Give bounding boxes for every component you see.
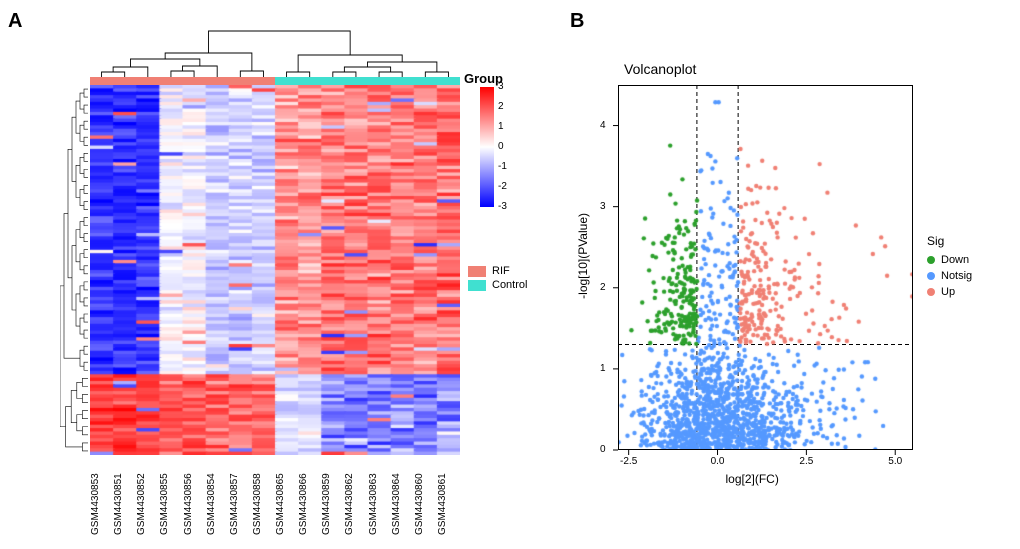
panel-b-label-text: B bbox=[570, 10, 584, 32]
group-annotation-bar bbox=[90, 77, 460, 85]
colorbar-tick: 2 bbox=[498, 101, 504, 112]
x-tick-label: -2.5 bbox=[617, 456, 641, 467]
row-dendrogram bbox=[60, 85, 88, 455]
column-dendrogram bbox=[90, 27, 460, 77]
annotation-cell bbox=[391, 77, 414, 85]
sample-label: GSM4430857 bbox=[229, 459, 252, 549]
annotation-cell bbox=[368, 77, 391, 85]
x-tick-label: 2.5 bbox=[794, 456, 818, 467]
colorbar-tick: 1 bbox=[498, 121, 504, 132]
y-tick-label: 0 bbox=[600, 444, 606, 455]
colorbar-tick: 0 bbox=[498, 141, 504, 152]
sample-label: GSM4430863 bbox=[368, 459, 391, 549]
volcano-title-text: Volcanoplot bbox=[624, 61, 696, 77]
group-legend-item: RIF bbox=[468, 265, 527, 277]
legend-dot-icon bbox=[927, 256, 935, 264]
x-tick-label: 5.0 bbox=[883, 456, 907, 467]
sample-label: GSM4430860 bbox=[414, 459, 437, 549]
annotation-cell bbox=[113, 77, 136, 85]
annotation-cell bbox=[344, 77, 367, 85]
sample-label: GSM4430858 bbox=[252, 459, 275, 549]
colorbar-tick: 3 bbox=[498, 81, 504, 92]
annotation-cell bbox=[252, 77, 275, 85]
legend-label: Down bbox=[941, 254, 969, 266]
annotation-cell bbox=[159, 77, 182, 85]
sig-legend-item: Up bbox=[927, 286, 972, 298]
sample-label: GSM4430854 bbox=[206, 459, 229, 549]
y-tick-label: 2 bbox=[600, 282, 606, 293]
sig-legend-item: Down bbox=[927, 254, 972, 266]
legend-swatch bbox=[468, 280, 486, 291]
colorbar-tick: -1 bbox=[498, 161, 507, 172]
heatmap-canvas bbox=[90, 85, 460, 455]
sig-legend-title: Sig bbox=[927, 234, 972, 248]
sample-label: GSM4430856 bbox=[183, 459, 206, 549]
legend-dot-icon bbox=[927, 272, 935, 280]
sample-label: GSM4430865 bbox=[275, 459, 298, 549]
panel-a-label-text: A bbox=[8, 10, 22, 32]
annotation-cell bbox=[414, 77, 437, 85]
sig-legend: Sig Down Notsig Up bbox=[927, 234, 972, 298]
legend-label: RIF bbox=[492, 265, 510, 277]
x-axis-label-text: log[2](FC) bbox=[726, 472, 779, 486]
legend-label: Control bbox=[492, 279, 527, 291]
sample-label: GSM4430851 bbox=[113, 459, 136, 549]
annotation-cell bbox=[229, 77, 252, 85]
sample-label: GSM4430861 bbox=[437, 459, 460, 549]
colorbar-tick: -3 bbox=[498, 201, 507, 212]
annotation-cell bbox=[321, 77, 344, 85]
sample-label: GSM4430864 bbox=[391, 459, 414, 549]
x-axis-label: log[2](FC) bbox=[726, 472, 779, 486]
y-tick-label: 3 bbox=[600, 201, 606, 212]
sample-label: GSM4430862 bbox=[344, 459, 367, 549]
annotation-cell bbox=[90, 77, 113, 85]
sample-label: GSM4430853 bbox=[90, 459, 113, 549]
colorbar-tick: -2 bbox=[498, 181, 507, 192]
annotation-cell bbox=[437, 77, 460, 85]
y-tick-label: 1 bbox=[600, 363, 606, 374]
legend-dot-icon bbox=[927, 288, 935, 296]
y-axis-label-text: -log[10](PValue) bbox=[576, 213, 590, 299]
legend-label: Notsig bbox=[941, 270, 972, 282]
panel-a-label: A bbox=[8, 10, 22, 33]
sig-legend-item: Notsig bbox=[927, 270, 972, 282]
annotation-cell bbox=[136, 77, 159, 85]
heatmap-colorbar-ticks: 3210-1-2-3 bbox=[498, 87, 522, 207]
x-tick-label: 0.0 bbox=[706, 456, 730, 467]
volcano-title: Volcanoplot bbox=[624, 61, 696, 77]
heatmap-colorbar bbox=[480, 87, 494, 207]
annotation-cell bbox=[183, 77, 206, 85]
panel-b-label: B bbox=[570, 10, 584, 33]
annotation-cell bbox=[275, 77, 298, 85]
annotation-cell bbox=[298, 77, 321, 85]
y-axis-label: -log[10](PValue) bbox=[576, 213, 590, 299]
group-legend-item: Control bbox=[468, 279, 527, 291]
legend-swatch bbox=[468, 266, 486, 277]
volcano-points-canvas bbox=[619, 86, 912, 449]
sig-legend-title-text: Sig bbox=[927, 234, 944, 248]
sample-label: GSM4430859 bbox=[321, 459, 344, 549]
sample-label: GSM4430866 bbox=[298, 459, 321, 549]
legend-label: Up bbox=[941, 286, 955, 298]
y-tick-label: 4 bbox=[600, 120, 606, 131]
annotation-cell bbox=[206, 77, 229, 85]
sample-labels: GSM4430853GSM4430851GSM4430852GSM4430855… bbox=[90, 459, 460, 549]
group-legend: RIF Control bbox=[468, 265, 527, 291]
sample-label: GSM4430855 bbox=[159, 459, 182, 549]
sample-label: GSM4430852 bbox=[136, 459, 159, 549]
